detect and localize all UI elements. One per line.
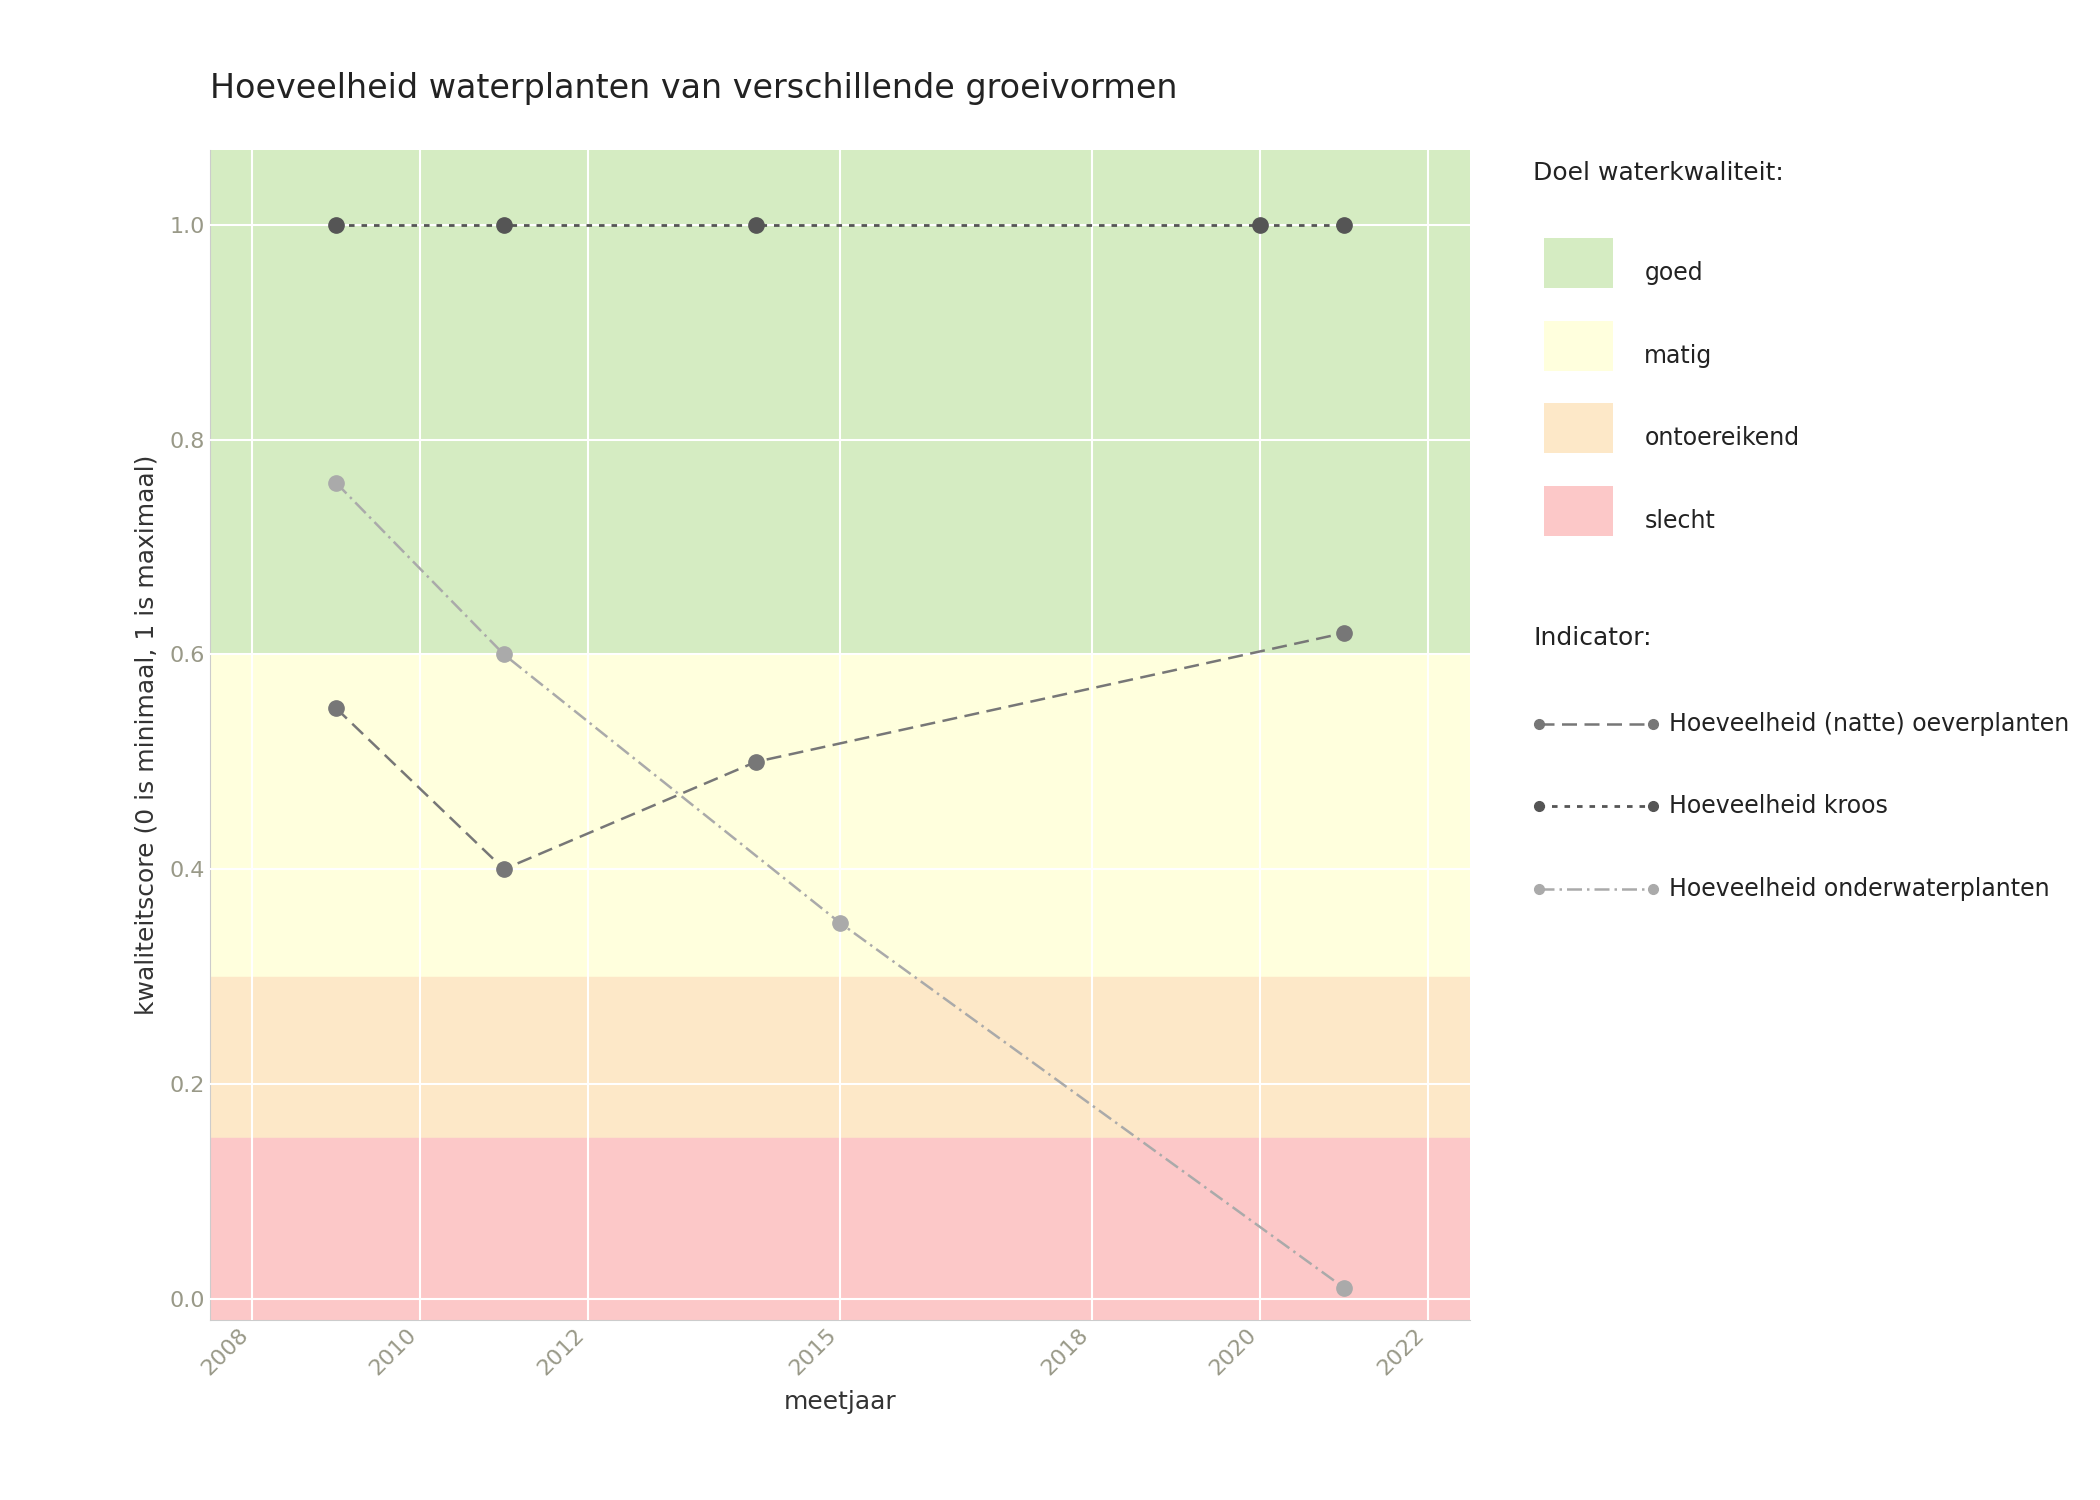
Bar	[210, 1137, 1470, 1320]
Text: matig: matig	[1644, 344, 1714, 368]
Bar	[210, 976, 1470, 1137]
Text: Hoeveelheid (natte) oeverplanten: Hoeveelheid (natte) oeverplanten	[1670, 712, 2071, 736]
Text: goed: goed	[1644, 261, 1703, 285]
Text: Indicator:: Indicator:	[1533, 626, 1651, 650]
Bar	[210, 150, 1470, 654]
X-axis label: meetjaar: meetjaar	[783, 1390, 897, 1414]
Text: slecht: slecht	[1644, 509, 1716, 532]
Y-axis label: kwaliteitscore (0 is minimaal, 1 is maximaal): kwaliteitscore (0 is minimaal, 1 is maxi…	[134, 454, 158, 1016]
Text: Hoeveelheid kroos: Hoeveelheid kroos	[1670, 795, 1888, 819]
Bar	[210, 654, 1470, 976]
Text: ontoereikend: ontoereikend	[1644, 426, 1800, 450]
Text: Hoeveelheid waterplanten van verschillende groeivormen: Hoeveelheid waterplanten van verschillen…	[210, 72, 1178, 105]
Text: Hoeveelheid onderwaterplanten: Hoeveelheid onderwaterplanten	[1670, 876, 2050, 900]
Text: Doel waterkwaliteit:: Doel waterkwaliteit:	[1533, 160, 1783, 184]
